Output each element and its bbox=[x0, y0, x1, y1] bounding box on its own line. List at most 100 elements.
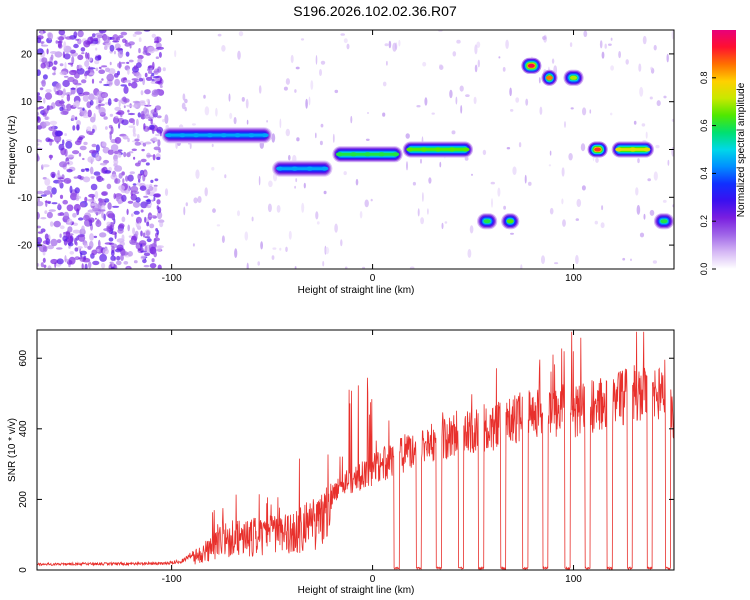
spectrogram-peak bbox=[570, 75, 577, 80]
noise-speckle bbox=[131, 213, 134, 217]
noise-speckle bbox=[76, 65, 82, 70]
noise-speckle bbox=[80, 47, 86, 52]
noise-speckle bbox=[110, 266, 115, 269]
noise-speckle bbox=[67, 76, 75, 83]
noise-speckle bbox=[386, 60, 388, 66]
noise-speckle bbox=[149, 184, 153, 187]
noise-speckle bbox=[420, 158, 422, 164]
noise-speckle bbox=[62, 79, 70, 88]
y-tick-label: -20 bbox=[18, 241, 33, 252]
noise-speckle bbox=[90, 203, 96, 207]
noise-speckle bbox=[68, 256, 76, 265]
noise-speckle bbox=[120, 61, 126, 64]
noise-speckle bbox=[384, 43, 389, 47]
noise-speckle bbox=[78, 152, 82, 157]
noise-speckle bbox=[295, 178, 298, 183]
noise-speckle bbox=[91, 143, 97, 148]
noise-speckle bbox=[57, 203, 61, 209]
noise-speckle bbox=[72, 150, 80, 155]
noise-speckle bbox=[370, 198, 373, 202]
noise-speckle bbox=[113, 193, 116, 200]
noise-speckle bbox=[116, 244, 124, 251]
noise-speckle bbox=[75, 38, 80, 41]
spectrogram-peak bbox=[234, 133, 242, 138]
noise-speckle bbox=[128, 82, 132, 87]
noise-speckle bbox=[135, 72, 142, 79]
noise-speckle bbox=[98, 107, 106, 115]
noise-speckle bbox=[37, 48, 44, 55]
noise-speckle bbox=[150, 80, 157, 84]
noise-speckle bbox=[185, 202, 188, 207]
noise-speckle bbox=[88, 193, 96, 198]
noise-speckle bbox=[156, 211, 163, 220]
y-tick-label: 10 bbox=[21, 97, 33, 108]
noise-speckle bbox=[652, 260, 658, 264]
noise-speckle bbox=[83, 242, 88, 249]
noise-speckle bbox=[482, 149, 487, 156]
noise-speckle bbox=[154, 178, 159, 182]
noise-speckle bbox=[46, 185, 53, 191]
noise-speckle bbox=[246, 262, 249, 269]
noise-speckle bbox=[420, 217, 424, 225]
noise-speckle bbox=[44, 92, 53, 100]
noise-speckle bbox=[126, 61, 130, 64]
noise-speckle bbox=[64, 61, 67, 70]
y-tick-label: 400 bbox=[18, 420, 29, 437]
spectrogram-peak bbox=[364, 152, 372, 157]
noise-speckle bbox=[111, 249, 115, 257]
noise-speckle bbox=[52, 125, 55, 132]
noise-speckle bbox=[221, 45, 226, 52]
noise-speckle bbox=[137, 55, 144, 60]
noise-speckle bbox=[139, 185, 147, 191]
noise-speckle bbox=[47, 265, 52, 269]
noise-speckle bbox=[79, 250, 87, 256]
noise-speckle bbox=[66, 154, 75, 158]
noise-speckle bbox=[74, 247, 79, 252]
noise-speckle bbox=[195, 169, 200, 179]
noise-speckle bbox=[211, 143, 214, 148]
noise-speckle bbox=[55, 40, 59, 44]
noise-speckle bbox=[112, 34, 119, 42]
noise-speckle bbox=[162, 119, 165, 123]
noise-speckle bbox=[88, 66, 91, 74]
noise-speckle bbox=[538, 77, 541, 84]
noise-speckle bbox=[132, 104, 138, 108]
y-tick-label: 0 bbox=[26, 145, 32, 156]
noise-speckle bbox=[101, 211, 104, 219]
noise-speckle bbox=[98, 30, 107, 34]
x-tick-label: 100 bbox=[565, 273, 582, 284]
noise-speckle bbox=[562, 219, 566, 227]
noise-speckle bbox=[151, 258, 155, 263]
noise-speckle bbox=[98, 209, 106, 212]
noise-speckle bbox=[589, 109, 592, 114]
noise-speckle bbox=[140, 90, 144, 96]
colorbar-label: Normalized spectral amplitude bbox=[736, 82, 747, 217]
noise-speckle bbox=[81, 79, 87, 84]
spectrogram-peak bbox=[291, 166, 299, 171]
noise-speckle bbox=[122, 178, 125, 184]
noise-speckle bbox=[308, 96, 311, 106]
spectrogram-peak bbox=[643, 147, 651, 152]
noise-speckle bbox=[75, 197, 79, 201]
noise-speckle bbox=[340, 239, 343, 247]
noise-speckle bbox=[62, 235, 68, 242]
noise-speckle bbox=[663, 95, 667, 99]
noise-speckle bbox=[74, 187, 80, 194]
spectrogram-segment bbox=[541, 69, 558, 86]
noise-speckle bbox=[124, 79, 131, 83]
noise-speckle bbox=[320, 123, 324, 128]
noise-speckle bbox=[319, 140, 323, 146]
spectrogram-noise-layer bbox=[37, 30, 674, 269]
noise-speckle bbox=[84, 60, 90, 67]
noise-speckle bbox=[57, 40, 62, 48]
noise-speckle bbox=[310, 80, 314, 90]
noise-speckle bbox=[633, 120, 637, 125]
noise-speckle bbox=[143, 195, 149, 198]
noise-speckle bbox=[49, 154, 52, 161]
noise-speckle bbox=[73, 222, 78, 226]
noise-speckle bbox=[138, 48, 141, 54]
noise-speckle bbox=[105, 126, 108, 130]
noise-speckle bbox=[636, 204, 641, 215]
noise-speckle bbox=[424, 97, 428, 106]
noise-speckle bbox=[49, 221, 54, 227]
